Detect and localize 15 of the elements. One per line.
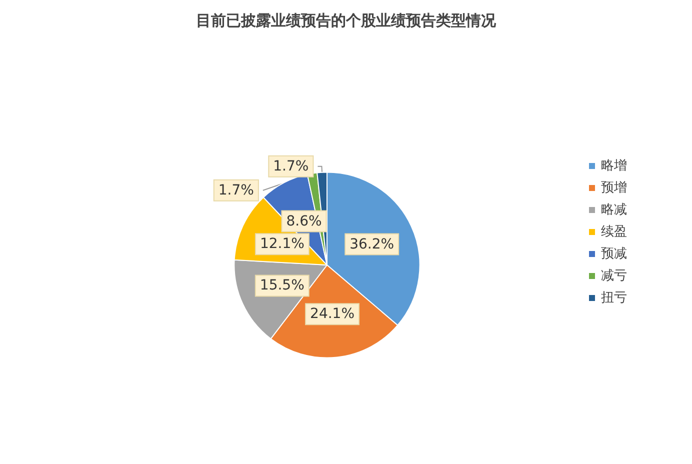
legend-label: 预增 <box>601 180 627 196</box>
legend-label: 减亏 <box>601 268 627 284</box>
legend-label: 扭亏 <box>601 290 627 306</box>
data-label: 24.1% <box>310 306 355 322</box>
data-label: 12.1% <box>260 236 304 252</box>
data-label: 15.5% <box>260 278 304 294</box>
data-label: 36.2% <box>350 236 394 252</box>
legend-label: 续盈 <box>601 224 627 240</box>
data-label: 1.7% <box>218 182 254 198</box>
legend-label: 预减 <box>601 246 627 262</box>
data-label: 1.7% <box>273 158 309 174</box>
data-label: 8.6% <box>286 213 322 230</box>
chart-title: 目前已披露业绩预告的个股业绩预告类型情况 <box>196 12 497 30</box>
legend-label: 略增 <box>601 158 627 174</box>
legend-label: 略减 <box>601 202 627 218</box>
